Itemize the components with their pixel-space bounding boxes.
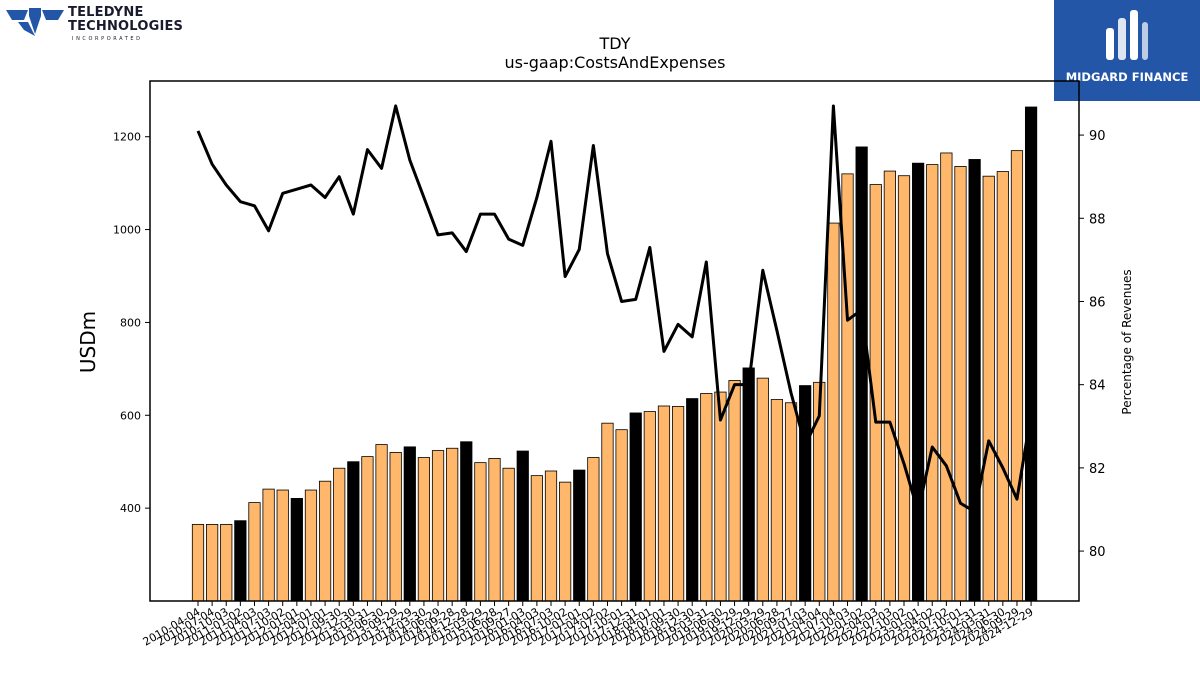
- bar: [954, 166, 967, 602]
- bar: [728, 380, 741, 602]
- bar: [347, 461, 360, 602]
- midgard-emblem-icon: [1106, 10, 1148, 60]
- bar: [897, 175, 911, 602]
- bar: [827, 222, 840, 602]
- bar: [671, 406, 685, 602]
- y2-tick-label: 82: [1089, 462, 1106, 477]
- bar: [855, 146, 868, 602]
- bar: [629, 412, 642, 602]
- bar: [940, 152, 953, 602]
- bar: [191, 523, 205, 602]
- bar: [474, 462, 487, 602]
- y2-axis-label: Percentage of Revenues: [1120, 269, 1134, 414]
- teledyne-wordmark: TELEDYNE TECHNOLOGIES: [68, 6, 183, 34]
- y2-tick-label: 86: [1089, 295, 1106, 310]
- bar: [742, 367, 755, 602]
- bar: [375, 444, 388, 602]
- bar: [643, 411, 656, 602]
- chart-subtitle: us-gaap:CostsAndExpenses: [505, 53, 726, 72]
- bar: [799, 385, 812, 602]
- y-tick-label: 1000: [113, 224, 141, 237]
- y2-tick-label: 80: [1089, 545, 1106, 560]
- bar: [530, 475, 543, 602]
- bar: [446, 447, 459, 602]
- y-tick-label: 800: [120, 316, 141, 329]
- bar: [516, 450, 529, 602]
- bar: [770, 399, 784, 602]
- bar: [912, 162, 925, 602]
- bar: [234, 520, 247, 602]
- bar: [756, 377, 769, 602]
- series-line: [196, 104, 1033, 514]
- chart-title: TDY: [599, 34, 631, 53]
- y-tick-label: 1200: [113, 131, 141, 144]
- bar: [333, 467, 346, 602]
- y-axis-right: 80 82 84 86 88 90: [1079, 129, 1106, 560]
- bar: [389, 452, 402, 602]
- bar: [982, 175, 995, 602]
- bar: [784, 402, 798, 602]
- bar: [248, 502, 261, 602]
- y-axis-left: 400 600 800 1000 1200: [113, 131, 150, 515]
- bar: [417, 457, 431, 602]
- y-tick-label: 400: [120, 502, 141, 515]
- bar: [290, 497, 303, 602]
- bar: [460, 441, 473, 602]
- percentage-line: [196, 104, 1033, 514]
- bar: [587, 457, 600, 602]
- bar: [714, 391, 727, 602]
- bar: [318, 480, 332, 602]
- bar: [700, 393, 713, 602]
- bars: [191, 106, 1038, 602]
- teledyne-subline: INCORPORATED: [72, 36, 143, 42]
- bar: [431, 450, 445, 602]
- midgard-finance-name: MIDGARD FINANCE: [1065, 70, 1189, 84]
- bar: [304, 489, 318, 602]
- teledyne-line1: TELEDYNE: [68, 5, 144, 20]
- teledyne-emblem-icon: [6, 8, 64, 36]
- bar: [361, 456, 374, 602]
- bar: [559, 481, 572, 602]
- bar: [968, 159, 981, 602]
- y2-tick-label: 88: [1089, 212, 1106, 227]
- bar: [615, 429, 628, 602]
- bar: [262, 488, 275, 602]
- bar: [1010, 150, 1024, 602]
- bar: [206, 523, 219, 602]
- y2-tick-label: 84: [1089, 379, 1106, 394]
- y-tick-label: 600: [120, 409, 141, 422]
- plot-frame: [149, 80, 1080, 602]
- bar: [544, 470, 558, 602]
- y2-tick-label: 90: [1089, 129, 1106, 144]
- bar: [926, 164, 939, 602]
- bar: [657, 405, 671, 602]
- bar: [276, 489, 289, 602]
- bar: [502, 467, 515, 602]
- x-axis: 2010-04-042010-07-042010-10-032011-01-02…: [141, 601, 1036, 649]
- teledyne-line2: TECHNOLOGIES: [68, 19, 184, 34]
- bar: [573, 469, 586, 602]
- teledyne-logo: TELEDYNE TECHNOLOGIES INCORPORATED: [6, 6, 183, 46]
- bar: [220, 523, 233, 602]
- bar: [601, 422, 614, 602]
- bar: [686, 398, 699, 602]
- bar: [1024, 106, 1038, 602]
- bar: [883, 170, 896, 602]
- bar: [488, 458, 501, 602]
- bar: [996, 171, 1009, 602]
- bar: [403, 446, 416, 602]
- y-axis-label: USDm: [76, 311, 100, 373]
